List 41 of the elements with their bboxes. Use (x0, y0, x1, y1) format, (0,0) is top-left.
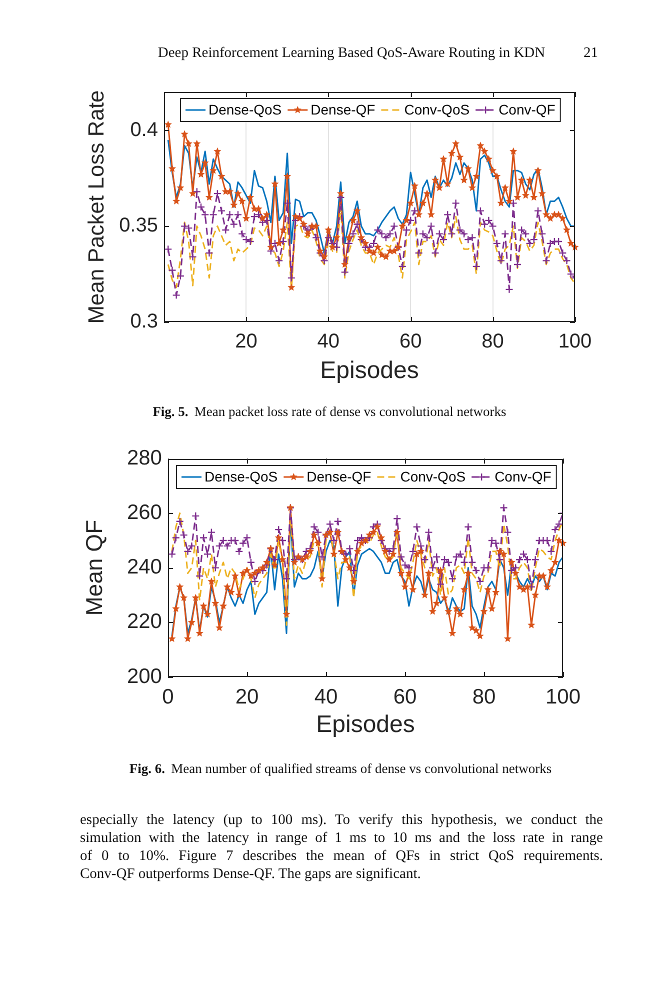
x-tick-label: 100 (545, 685, 581, 708)
text: Conv-QF outperforms Dense-QF. The gaps are significant. (80, 866, 421, 882)
y-tick-label: 280 (126, 446, 162, 470)
x-tick-label: 20 (235, 330, 258, 353)
legend-label: Dense-QoS (208, 101, 282, 118)
x-tick-label: 60 (399, 330, 422, 353)
x-tick-label: 100 (558, 330, 592, 353)
legend-label: Conv-QoS (400, 468, 466, 484)
x-tick-label: 80 (482, 330, 504, 353)
y-tick-label: 0.4 (130, 118, 158, 141)
text: of 0 to 10%. Figure 7 describes the mean of QFs in strict QoS requirements. (80, 848, 603, 864)
y-tick-label: 260 (126, 500, 162, 524)
y-tick-label: 200 (126, 664, 162, 688)
y-tick-label: 240 (126, 556, 162, 579)
y-axis-title: Mean QF (81, 520, 108, 616)
legend-label: Dense-QF (310, 101, 376, 118)
text: Mean number of qualified streams of dense vs convolutional networks (171, 761, 552, 776)
legend-label: Dense-QoS (204, 468, 278, 484)
caption: Fig. 6. (129, 761, 166, 776)
x-tick-label: 0 (162, 685, 174, 708)
text: simulation with the latency in range of 1 ms to 10 ms and the loss rate in range (80, 830, 603, 846)
x-axis-title: Episodes (316, 711, 415, 738)
x-tick-label: 20 (235, 685, 259, 708)
legend-label: Dense-QF (306, 468, 372, 484)
y-tick-label: 0.3 (130, 310, 158, 333)
x-axis-title: Episodes (320, 357, 419, 384)
y-tick-label: 0.35 (119, 214, 158, 237)
x-tick-label: 80 (472, 685, 496, 708)
text: Mean packet loss rate of dense vs convolutional networks (194, 404, 506, 419)
x-tick-label: 40 (314, 685, 338, 708)
text: Deep Reinforcement Learning Based QoS-Aware Routing in KDN (158, 45, 546, 61)
y-axis-title: Mean Packet Loss Rate (83, 90, 108, 324)
y-tick-label: 220 (126, 610, 162, 634)
text: especially the latency (up to 100 ms). To verify this hypothesis, we conduct the (80, 812, 603, 828)
x-tick-label: 60 (393, 685, 417, 708)
caption: Fig. 5. (152, 404, 188, 419)
legend-label: Conv-QoS (404, 101, 470, 118)
x-tick-label: 40 (317, 330, 340, 353)
legend-label: Conv-QF (494, 468, 552, 484)
text: 21 (584, 45, 598, 61)
legend-label: Conv-QF (498, 101, 556, 118)
